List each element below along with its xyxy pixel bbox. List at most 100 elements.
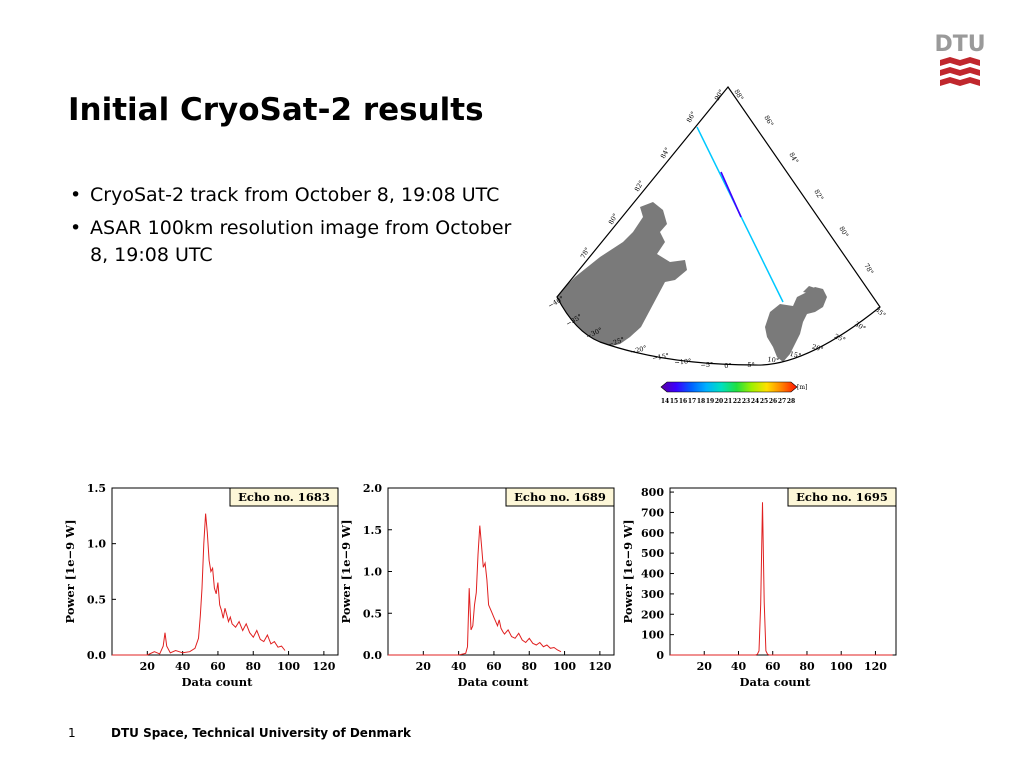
colorbar-bar xyxy=(660,381,798,393)
echo-waveform-line xyxy=(670,502,893,656)
x-tick-label: 80 xyxy=(522,660,538,673)
y-tick-label: 500 xyxy=(641,547,664,560)
plot-frame xyxy=(111,487,339,656)
x-axis-label: Data count xyxy=(182,675,254,689)
x-tick-label: 60 xyxy=(486,660,502,673)
graticule-label: 5° xyxy=(747,361,755,369)
y-tick-label: 2.0 xyxy=(363,482,382,495)
graticule-label: 0° xyxy=(724,362,731,370)
graticule-label: 90° xyxy=(713,88,726,102)
y-axis-label: Power [1e−9 W] xyxy=(63,519,77,623)
x-axis-label: Data count xyxy=(458,675,530,689)
graticule-label: 80° xyxy=(837,225,850,239)
y-tick-label: 1.5 xyxy=(87,482,106,495)
echo-title: Echo no. 1695 xyxy=(796,490,888,504)
y-tick-label: 300 xyxy=(641,588,664,601)
y-tick-label: 0.5 xyxy=(87,593,106,606)
svalbard-landmass xyxy=(765,287,827,362)
echo-title-box xyxy=(505,487,615,507)
echo-plot-1695: 0 100 200 300 400 500 600 700 800 20 40 60 80 100 120 D… xyxy=(621,486,897,689)
y-tick-label: 400 xyxy=(641,568,664,581)
y-tick-label: 0.5 xyxy=(363,607,382,620)
x-tick-label: 100 xyxy=(277,660,300,673)
land-masses xyxy=(557,202,827,362)
svalbard-islet xyxy=(803,286,815,294)
plot-frame xyxy=(669,487,897,656)
y-tick-label: 600 xyxy=(641,527,664,540)
graticule-label: −15° xyxy=(652,352,670,363)
graticule-label: 88° xyxy=(732,88,745,102)
greenland-landmass xyxy=(557,202,687,352)
colorbar-tick-label: 28 xyxy=(787,398,795,405)
y-tick-label: 0.0 xyxy=(363,649,382,662)
graticule-label: 80° xyxy=(607,212,620,226)
x-tick-label: 40 xyxy=(731,660,747,673)
colorbar-tick-label: 24 xyxy=(751,398,759,405)
x-tick-label: 60 xyxy=(765,660,781,673)
x-tick-label: 100 xyxy=(553,660,576,673)
colorbar-tick-label: 17 xyxy=(688,398,696,405)
bullet-item-cryosat-track: CryoSat-2 track from October 8, 19:08 UT… xyxy=(70,182,520,209)
graticule-label: −5° xyxy=(700,361,713,370)
x-tick-label: 80 xyxy=(246,660,262,673)
bullet-item-asar-image: ASAR 100km resolution image from October… xyxy=(70,215,520,269)
echo-title-box xyxy=(787,487,897,507)
y-tick-label: 800 xyxy=(641,486,664,499)
graticule-label: 25° xyxy=(833,332,847,344)
colorbar-tick-label: 20 xyxy=(715,398,723,405)
graticule-label: 15° xyxy=(789,350,802,360)
y-tick-label: 700 xyxy=(641,506,664,519)
y-tick-label: 200 xyxy=(641,608,664,621)
colorbar-tick-label: 14 xyxy=(661,398,669,405)
colorbar-tick-label: 21 xyxy=(724,398,732,405)
graticule-label: 20° xyxy=(811,343,824,354)
colorbar-tick-label: 27 xyxy=(778,398,786,405)
map-graticule-labels: 90° 88°86°84°82°80°78°86°84°82°80°78°−40°… xyxy=(547,88,888,370)
x-tick-label: 100 xyxy=(830,660,853,673)
colorbar-unit: [m] xyxy=(797,384,807,391)
graticule-label: 10° xyxy=(767,355,780,365)
colorbar-tick-label: 23 xyxy=(742,398,750,405)
x-tick-label: 20 xyxy=(416,660,432,673)
echo-title: Echo no. 1689 xyxy=(514,490,606,504)
graticule-label: −10° xyxy=(674,357,692,366)
colorbar-tick-label: 25 xyxy=(760,398,768,405)
x-tick-label: 40 xyxy=(451,660,467,673)
graticule-label: 78° xyxy=(862,262,875,276)
colorbar-tick-label: 16 xyxy=(679,398,687,405)
echo-title: Echo no. 1683 xyxy=(238,490,330,504)
graticule-label: 30° xyxy=(853,320,867,333)
x-axis-label: Data count xyxy=(740,675,812,689)
echo-title-box xyxy=(229,487,339,507)
x-tick-label: 120 xyxy=(864,660,887,673)
dtu-logo-waves xyxy=(940,57,980,86)
x-tick-label: 120 xyxy=(312,660,335,673)
plot-frame xyxy=(387,487,615,656)
echo-plot-1689: 0.0 0.5 1.0 1.5 2.0 20 40 60 80 100 120 Data count P… xyxy=(339,482,615,689)
x-tick-label: 80 xyxy=(799,660,815,673)
y-tick-label: 0.0 xyxy=(87,649,106,662)
dtu-logo-text: DTU xyxy=(936,32,984,57)
dtu-logo-graphic: DTU xyxy=(934,32,986,86)
x-tick-label: 20 xyxy=(140,660,156,673)
colorbar-tick-label: 22 xyxy=(733,398,741,405)
y-tick-label: 1.0 xyxy=(87,538,106,551)
colorbar-tick-label: 19 xyxy=(706,398,714,405)
dtu-logo: DTU xyxy=(934,30,986,92)
y-tick-label: 0 xyxy=(656,649,664,662)
y-tick-label: 100 xyxy=(641,629,664,642)
bullet-list: CryoSat-2 track from October 8, 19:08 UT… xyxy=(70,182,520,275)
graticule-label: 82° xyxy=(812,188,825,202)
y-tick-label: 1.5 xyxy=(363,524,382,537)
graticule-label: 35° xyxy=(873,306,887,320)
echo-waveform-line xyxy=(388,525,562,656)
echo-plot-1683: 0.0 0.5 1.0 1.5 20 40 60 80 100 120 Data count Powe… xyxy=(63,482,339,689)
graticule-label: 86° xyxy=(762,114,775,128)
echo-waveform-line xyxy=(112,513,286,656)
y-axis-label: Power [1e−9 W] xyxy=(621,519,635,623)
x-tick-label: 120 xyxy=(588,660,611,673)
graticule-label: 78° xyxy=(579,246,592,260)
cryosat-track-segment xyxy=(720,171,742,218)
colorbar-tick-label: 26 xyxy=(769,398,777,405)
footer-text: DTU Space, Technical University of Denma… xyxy=(111,726,411,740)
